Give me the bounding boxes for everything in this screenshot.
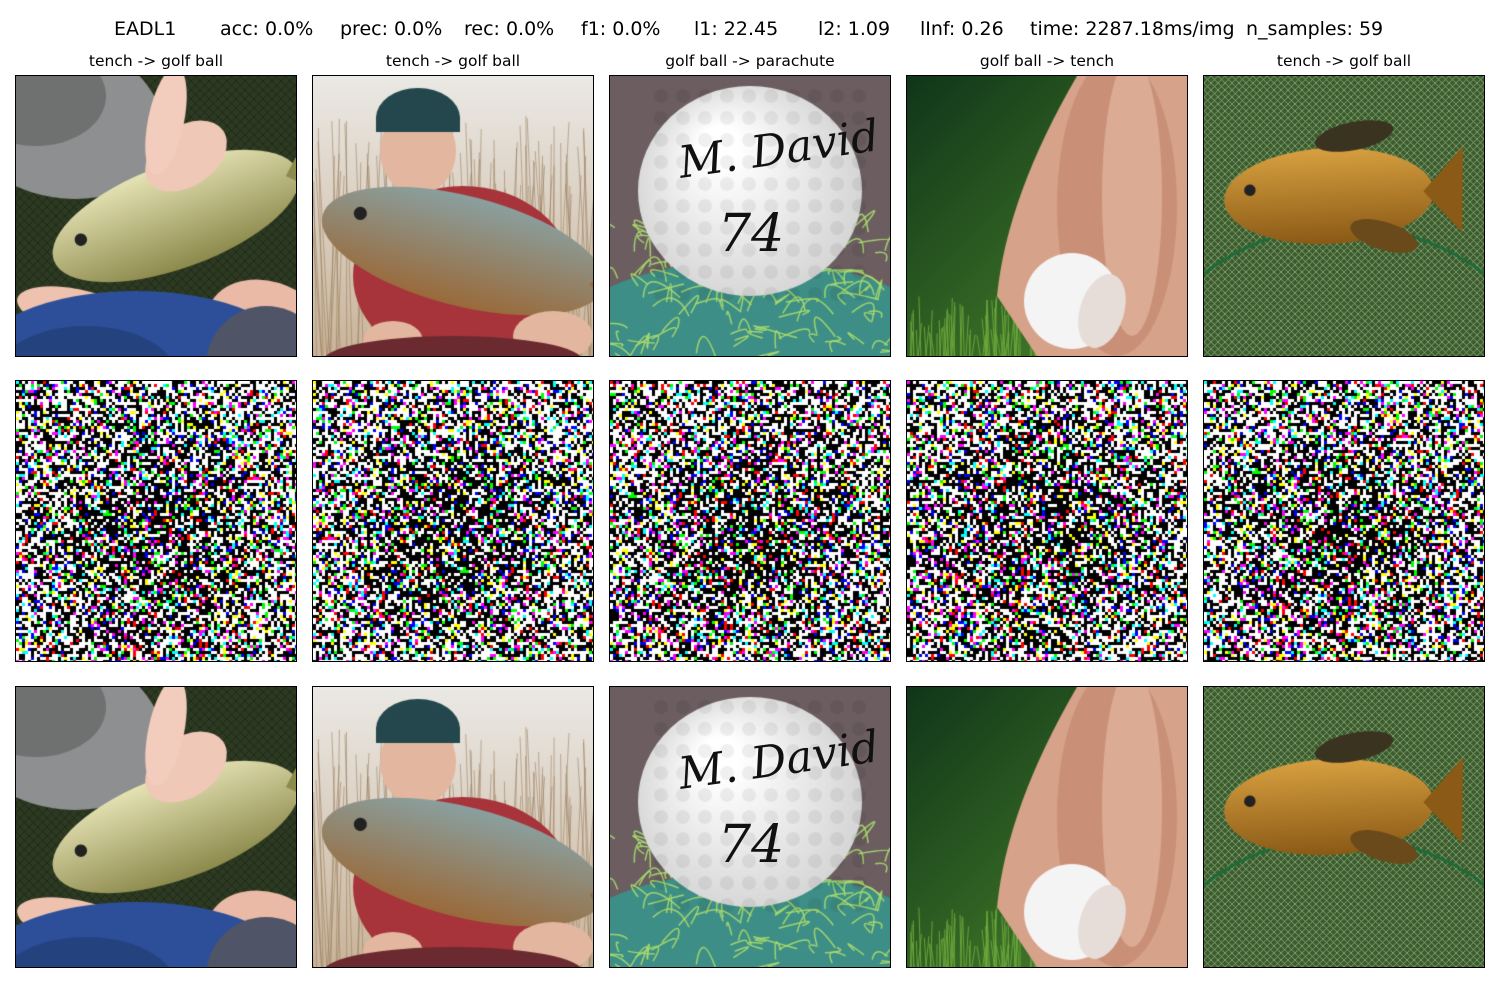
- adversarial-image-4: [906, 686, 1188, 968]
- adversarial-image-5: [1203, 686, 1485, 968]
- adversarial-image-canvas: [610, 687, 890, 967]
- perturbation-image-5: [1203, 380, 1485, 662]
- original-image-canvas: [313, 76, 593, 356]
- time-metric: time: 2287.18ms/img: [1030, 18, 1235, 40]
- perturbation-image-canvas: [16, 381, 296, 661]
- samples-metric: n_samples: 59: [1246, 18, 1384, 40]
- perturbation-image-2: [312, 380, 594, 662]
- perturbation-image-3: [609, 380, 891, 662]
- column-title-2: tench -> golf ball: [385, 52, 521, 70]
- adversarial-image-canvas: [1204, 687, 1484, 967]
- perturbation-image-canvas: [610, 381, 890, 661]
- original-image-canvas: [16, 76, 296, 356]
- perturbation-image-canvas: [313, 381, 593, 661]
- column-title-5: tench -> golf ball: [1276, 52, 1412, 70]
- perturbation-image-canvas: [907, 381, 1187, 661]
- method-label: EADL1: [114, 18, 177, 40]
- adversarial-image-canvas: [313, 687, 593, 967]
- original-image-2: [312, 75, 594, 357]
- adversarial-image-1: [15, 686, 297, 968]
- l1-metric: l1: 22.45: [694, 18, 779, 40]
- adversarial-image-canvas: [907, 687, 1187, 967]
- column-title-3: golf ball -> parachute: [665, 52, 835, 70]
- original-image-5: [1203, 75, 1485, 357]
- accuracy-metric: acc: 0.0%: [220, 18, 314, 40]
- original-image-canvas: [610, 76, 890, 356]
- l2-metric: l2: 1.09: [818, 18, 891, 40]
- original-image-1: [15, 75, 297, 357]
- figure-header: EADL1 acc: 0.0% prec: 0.0% rec: 0.0% f1:…: [0, 15, 1500, 43]
- perturbation-image-1: [15, 380, 297, 662]
- precision-metric: prec: 0.0%: [340, 18, 443, 40]
- linf-metric: lInf: 0.26: [920, 18, 1004, 40]
- original-image-canvas: [1204, 76, 1484, 356]
- original-image-4: [906, 75, 1188, 357]
- adversarial-image-canvas: [16, 687, 296, 967]
- perturbation-image-canvas: [1204, 381, 1484, 661]
- adversarial-image-2: [312, 686, 594, 968]
- perturbation-image-4: [906, 380, 1188, 662]
- column-title-4: golf ball -> tench: [979, 52, 1115, 70]
- recall-metric: rec: 0.0%: [464, 18, 555, 40]
- column-title-1: tench -> golf ball: [88, 52, 224, 70]
- f1-metric: f1: 0.0%: [581, 18, 661, 40]
- original-image-3: M. David 74: [609, 75, 891, 357]
- original-image-canvas: [907, 76, 1187, 356]
- adversarial-image-3: M. David 74: [609, 686, 891, 968]
